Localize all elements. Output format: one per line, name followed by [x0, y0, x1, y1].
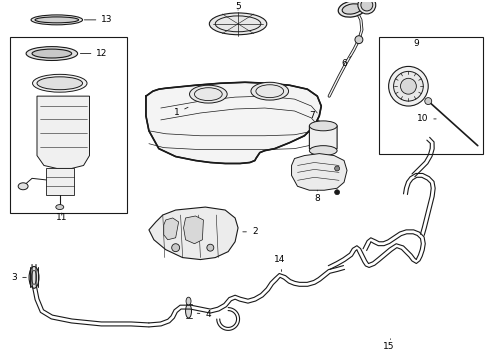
Text: 5: 5 [235, 3, 241, 12]
Ellipse shape [189, 85, 227, 103]
Ellipse shape [206, 244, 213, 251]
Ellipse shape [334, 190, 339, 195]
Polygon shape [163, 218, 178, 240]
Ellipse shape [250, 82, 288, 100]
Bar [378, 37, 482, 154]
Ellipse shape [309, 121, 336, 131]
Ellipse shape [35, 17, 79, 23]
Text: 3: 3 [11, 273, 26, 282]
Ellipse shape [171, 244, 179, 252]
Ellipse shape [26, 46, 78, 60]
Ellipse shape [393, 71, 423, 101]
Ellipse shape [56, 204, 63, 210]
Text: 8: 8 [314, 190, 320, 203]
Ellipse shape [338, 1, 365, 17]
Text: 9: 9 [412, 39, 418, 48]
Ellipse shape [33, 75, 87, 92]
Polygon shape [37, 96, 89, 168]
Ellipse shape [29, 266, 39, 288]
Text: 6: 6 [340, 57, 350, 68]
Text: 11: 11 [56, 213, 67, 222]
Polygon shape [149, 207, 238, 260]
Ellipse shape [388, 66, 427, 106]
Polygon shape [145, 82, 321, 163]
Text: 4: 4 [197, 310, 210, 319]
Ellipse shape [31, 15, 82, 25]
Ellipse shape [185, 297, 191, 305]
Ellipse shape [309, 146, 336, 156]
Ellipse shape [360, 0, 372, 11]
Text: 12: 12 [80, 49, 107, 58]
Ellipse shape [424, 98, 431, 104]
Ellipse shape [357, 0, 375, 14]
Text: 10: 10 [416, 114, 435, 123]
Polygon shape [183, 216, 203, 244]
Bar [10, 37, 127, 213]
Ellipse shape [354, 36, 362, 44]
Polygon shape [291, 154, 346, 190]
Ellipse shape [18, 183, 28, 190]
Ellipse shape [334, 166, 339, 171]
Ellipse shape [185, 304, 191, 318]
Ellipse shape [37, 77, 82, 90]
Ellipse shape [342, 4, 361, 14]
Polygon shape [309, 126, 336, 150]
Ellipse shape [209, 13, 266, 35]
Ellipse shape [400, 78, 415, 94]
Text: 7: 7 [309, 112, 319, 121]
Text: 1: 1 [173, 107, 188, 117]
Text: 15: 15 [382, 339, 393, 351]
Polygon shape [46, 168, 74, 195]
Ellipse shape [32, 49, 72, 58]
Text: 2: 2 [243, 227, 257, 236]
Text: 13: 13 [84, 15, 113, 24]
Text: 14: 14 [273, 255, 285, 271]
